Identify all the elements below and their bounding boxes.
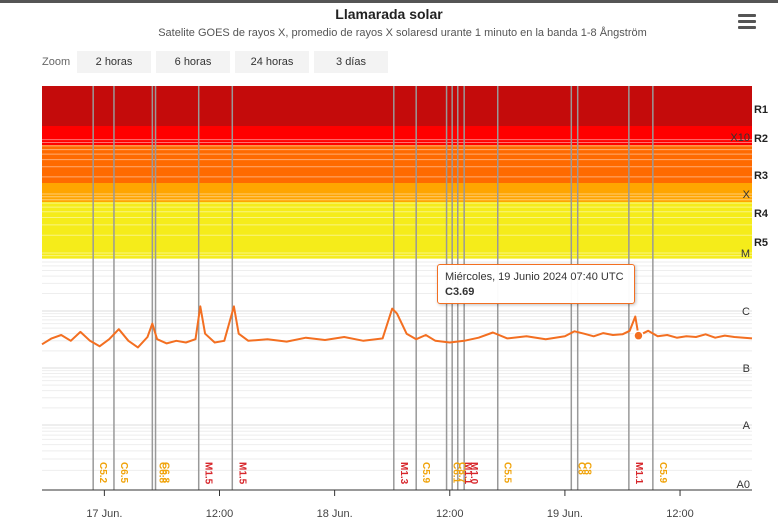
radio-label-r2: R2 — [754, 133, 768, 145]
data-tooltip: Miércoles, 19 Junio 2024 07:40 UTC C3.69 — [437, 264, 635, 304]
class-label: C — [742, 306, 750, 318]
flare-label: C6.1 — [451, 462, 462, 484]
flare-label: C6.8 — [156, 462, 167, 484]
zoom-button-6h[interactable]: 6 horas — [156, 51, 230, 73]
class-label: A0 — [737, 479, 750, 491]
zoom-button-2h[interactable]: 2 horas — [77, 51, 151, 73]
flare-label: C8.7 — [456, 462, 467, 484]
flare-label: C5.5 — [502, 462, 513, 484]
zoom-button-3d[interactable]: 3 días — [314, 51, 388, 73]
x-tick-label: 18 Jun. — [317, 508, 353, 520]
menu-bar — [738, 26, 756, 29]
highlight-marker — [633, 330, 644, 341]
chart-title: Llamarada solar — [335, 6, 443, 22]
chart-subtitle: Satelite GOES de rayos X, promedio de ra… — [158, 27, 647, 39]
band-r2 — [42, 183, 752, 202]
radio-label-r4: R4 — [754, 208, 769, 220]
radio-blackout-bands — [42, 86, 752, 259]
class-label: B — [743, 363, 750, 375]
menu-bar — [738, 14, 756, 17]
x-tick-label: 12:00 — [206, 508, 234, 520]
flare-event-labels: C5.2 C6.5 C6.8C6.8 M1.5 M1.5 M1.3 C5.9 C6.1C8.7… — [97, 462, 668, 485]
radio-label-r3: R3 — [754, 170, 768, 182]
xray-flux-series — [41, 305, 753, 349]
highlighted-point — [633, 330, 644, 341]
flare-label: C8 — [575, 462, 586, 475]
flare-label: C5.9 — [657, 462, 668, 484]
radio-label-r5: R5 — [754, 237, 768, 249]
x-axis: 17 Jun. 12:00 18 Jun. 12:00 19 Jun. 12:00 — [42, 489, 752, 520]
band-r3 — [42, 145, 752, 183]
tooltip-value: C3.69 — [445, 286, 475, 298]
flare-label: C5.2 — [97, 462, 108, 484]
band-r1 — [42, 202, 752, 259]
class-label: M — [741, 248, 750, 260]
flare-label: M1.1 — [633, 462, 644, 485]
hamburger-menu-icon[interactable] — [738, 14, 756, 30]
flare-label: C6.5 — [118, 462, 129, 484]
x-tick-label: 12:00 — [666, 508, 694, 520]
x-tick-label: 17 Jun. — [86, 508, 122, 520]
zoom-label: Zoom — [42, 56, 71, 68]
flare-label: C5.9 — [420, 462, 431, 484]
flare-label: M1.3 — [398, 462, 409, 485]
top-border — [0, 0, 778, 3]
flare-label: M1.0 — [468, 462, 479, 485]
flare-label: M1.5 — [203, 462, 214, 485]
flare-label: C8 — [582, 462, 593, 475]
x-tick-label: 12:00 — [436, 508, 464, 520]
x-tick-label: 19 Jun. — [547, 508, 583, 520]
class-label: X — [743, 189, 751, 201]
flare-label: M1.1 — [462, 462, 473, 485]
flare-label: C6.8 — [160, 462, 171, 484]
radio-blackout-labels: R1 R2 R3 R4 R5 — [754, 104, 769, 249]
zoom-button-24h[interactable]: 24 horas — [235, 51, 309, 73]
band-r4 — [42, 126, 752, 145]
class-axis-labels: A0 A B C M X X10 — [730, 132, 750, 491]
menu-bar — [738, 20, 756, 23]
class-label: A — [743, 420, 751, 432]
tooltip-date: Miércoles, 19 Junio 2024 07:40 UTC — [445, 271, 624, 283]
band-r5 — [42, 86, 752, 126]
series-line — [41, 305, 753, 349]
class-label: X10 — [730, 132, 750, 144]
flare-label: M1.5 — [236, 462, 247, 485]
radio-label-r1: R1 — [754, 104, 768, 116]
